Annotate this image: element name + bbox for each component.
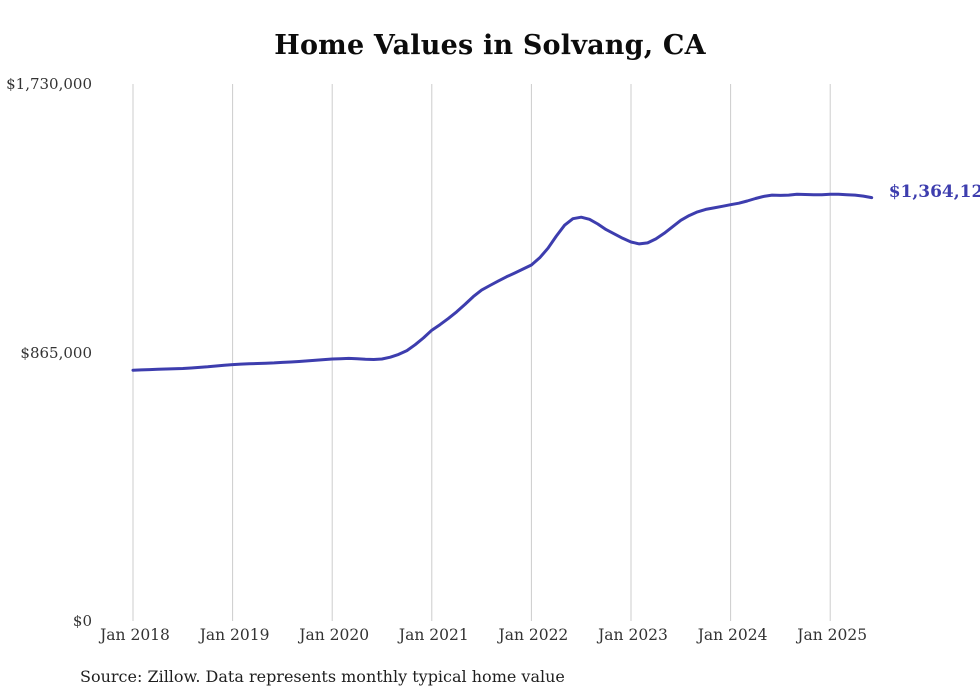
x-tick-label: Jan 2019 — [199, 626, 270, 644]
x-tick-label: Jan 2021 — [398, 626, 469, 644]
x-tick-label: Jan 2022 — [498, 626, 569, 644]
y-tick-label: $1,730,000 — [6, 75, 92, 93]
x-tick-label: Jan 2023 — [598, 626, 668, 644]
y-tick-label: $0 — [72, 612, 92, 630]
x-tick-label: Jan 2020 — [299, 626, 370, 644]
x-tick-label: Jan 2018 — [100, 626, 170, 644]
chart-title: Home Values in Solvang, CA — [274, 30, 706, 61]
home-value-series-line — [131, 192, 874, 372]
y-tick-label: $865,000 — [20, 343, 92, 362]
series-end-value-label: $1,364,123 — [888, 181, 980, 202]
source-attribution: Source: Zillow. Data represents monthly … — [80, 667, 565, 686]
x-tick-label: Jan 2025 — [797, 626, 868, 644]
x-tick-label: Jan 2024 — [697, 626, 768, 644]
